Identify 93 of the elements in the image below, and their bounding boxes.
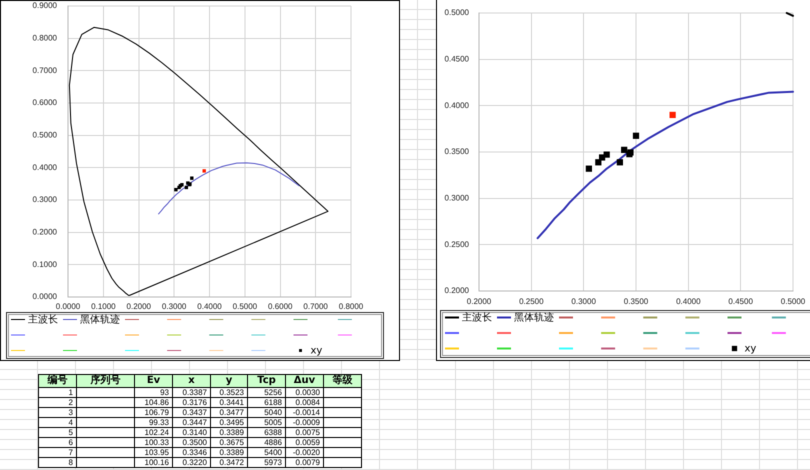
y-tick-label: 0.3000 xyxy=(444,194,470,203)
data-label: 0.3523 xyxy=(211,388,248,398)
x-tick-label: 0.5000 xyxy=(232,302,258,312)
legend-label: 主波长 xyxy=(28,314,58,326)
data-label: 0.0084 xyxy=(286,398,324,408)
legend-label: xy xyxy=(744,344,756,355)
y-tick-label: 1 xyxy=(39,388,77,398)
data-label: 0.0075 xyxy=(286,428,324,438)
x-tick-label: 0.2000 xyxy=(466,297,492,306)
data-label: 93 xyxy=(135,388,173,398)
data-label: 0.0059 xyxy=(286,438,324,448)
x-tick-label: 0.5000 xyxy=(780,297,806,306)
data-label: 0.3441 xyxy=(211,398,248,408)
y-tick-label: 8 xyxy=(39,458,77,468)
data-label: 5400 xyxy=(248,448,286,458)
y-tick-label: 0.4000 xyxy=(444,100,470,110)
y-tick-label: 4 xyxy=(39,418,77,428)
data-label: 0.3176 xyxy=(173,398,211,408)
data-label: 0.3387 xyxy=(173,388,211,398)
data-label: 0.3675 xyxy=(211,438,248,448)
x-tick-label: 0.1000 xyxy=(91,302,116,312)
data-label: 0.3447 xyxy=(173,418,211,428)
x-tick-label: Ev xyxy=(135,375,173,388)
y-tick-label: 0.4000 xyxy=(32,162,58,172)
data-label: 6388 xyxy=(248,428,286,438)
data-label: 5973 xyxy=(248,458,286,468)
legend-label: 黑体轨迹 xyxy=(514,312,554,324)
y-tick-label: 0.7000 xyxy=(32,66,58,75)
data-label: -0.0009 xyxy=(286,418,324,428)
data-label: 104.86 xyxy=(135,398,173,408)
y-tick-label: 6 xyxy=(39,438,77,448)
data-label: 106.79 xyxy=(135,408,173,418)
y-tick-label: 2 xyxy=(39,398,77,408)
legend-label: 主波长 xyxy=(462,312,492,324)
x-tick-label: Tcp xyxy=(248,375,286,388)
data-label: 5005 xyxy=(248,418,286,428)
x-tick-label: 0.2000 xyxy=(126,302,152,312)
y-tick-label: 0.2000 xyxy=(32,228,58,237)
data-label: 100.16 xyxy=(135,458,173,468)
x-tick-label: 0.4500 xyxy=(728,297,754,306)
y-tick-label: 0.4500 xyxy=(444,54,470,64)
data-label: 0.3495 xyxy=(211,418,248,428)
x-tick-label: 0.4000 xyxy=(676,297,702,306)
data-label: -0.0020 xyxy=(286,448,324,458)
y-tick-label: 0.8000 xyxy=(32,34,58,43)
legend-label: xy xyxy=(310,346,322,357)
data-label: 100.33 xyxy=(135,438,173,448)
x-tick-label: 等级 xyxy=(324,375,362,388)
x-tick-label: 0.2500 xyxy=(519,297,544,306)
data-label: 0.3472 xyxy=(211,458,248,468)
data-label: 0.3500 xyxy=(173,438,211,448)
y-tick-label: 0.3500 xyxy=(444,147,470,156)
data-label: 0.3220 xyxy=(173,458,211,468)
x-tick-label: x xyxy=(173,375,211,388)
y-tick-label: 0.2500 xyxy=(444,240,470,249)
y-tick-label: 7 xyxy=(39,448,77,458)
y-tick-label: 0.2000 xyxy=(444,286,470,296)
y-tick-label: 0.5000 xyxy=(444,8,470,18)
data-label: 99.33 xyxy=(135,418,173,428)
data-label: 0.3437 xyxy=(173,408,211,418)
legend-label: 黑体轨迹 xyxy=(80,314,120,326)
data-label: -0.0014 xyxy=(286,408,324,418)
data-label: 5256 xyxy=(248,388,286,398)
data-label: 0.0030 xyxy=(286,388,324,398)
x-tick-label: 0.4000 xyxy=(197,302,222,312)
data-label: 102.24 xyxy=(135,428,173,438)
data-label: 0.3140 xyxy=(173,428,211,438)
x-tick-label: Δuv xyxy=(286,375,324,388)
y-tick-label: 5 xyxy=(39,428,77,438)
data-label: 0.3477 xyxy=(211,408,248,418)
y-tick-label: 0.1000 xyxy=(32,260,58,269)
x-tick-label: 0.3000 xyxy=(571,297,596,306)
y-axis-title: 编号 xyxy=(39,375,77,388)
x-tick-label: 序列号 xyxy=(77,375,135,388)
data-label: 5040 xyxy=(248,408,286,418)
y-tick-label: 0.3000 xyxy=(32,195,58,204)
y-tick-label: 0.9000 xyxy=(32,1,58,10)
y-tick-label: 0.6000 xyxy=(32,98,58,108)
x-tick-label: 0.7000 xyxy=(303,302,328,312)
data-label: 0.3346 xyxy=(173,448,211,458)
x-tick-label: 0.6000 xyxy=(268,302,294,312)
y-tick-label: 3 xyxy=(39,408,77,418)
data-label: 0.3389 xyxy=(211,448,248,458)
x-tick-label: y xyxy=(211,375,248,388)
x-tick-label: 0.8000 xyxy=(338,302,364,312)
x-tick-label: 0.3000 xyxy=(162,302,187,312)
data-label: 0.0079 xyxy=(286,458,324,468)
data-label: 6188 xyxy=(248,398,286,408)
data-label: 4886 xyxy=(248,438,286,448)
y-tick-label: 0.5000 xyxy=(32,130,58,140)
data-label: 103.95 xyxy=(135,448,173,458)
x-tick-label: 0.3500 xyxy=(624,297,649,306)
data-label: 0.3389 xyxy=(211,428,248,438)
